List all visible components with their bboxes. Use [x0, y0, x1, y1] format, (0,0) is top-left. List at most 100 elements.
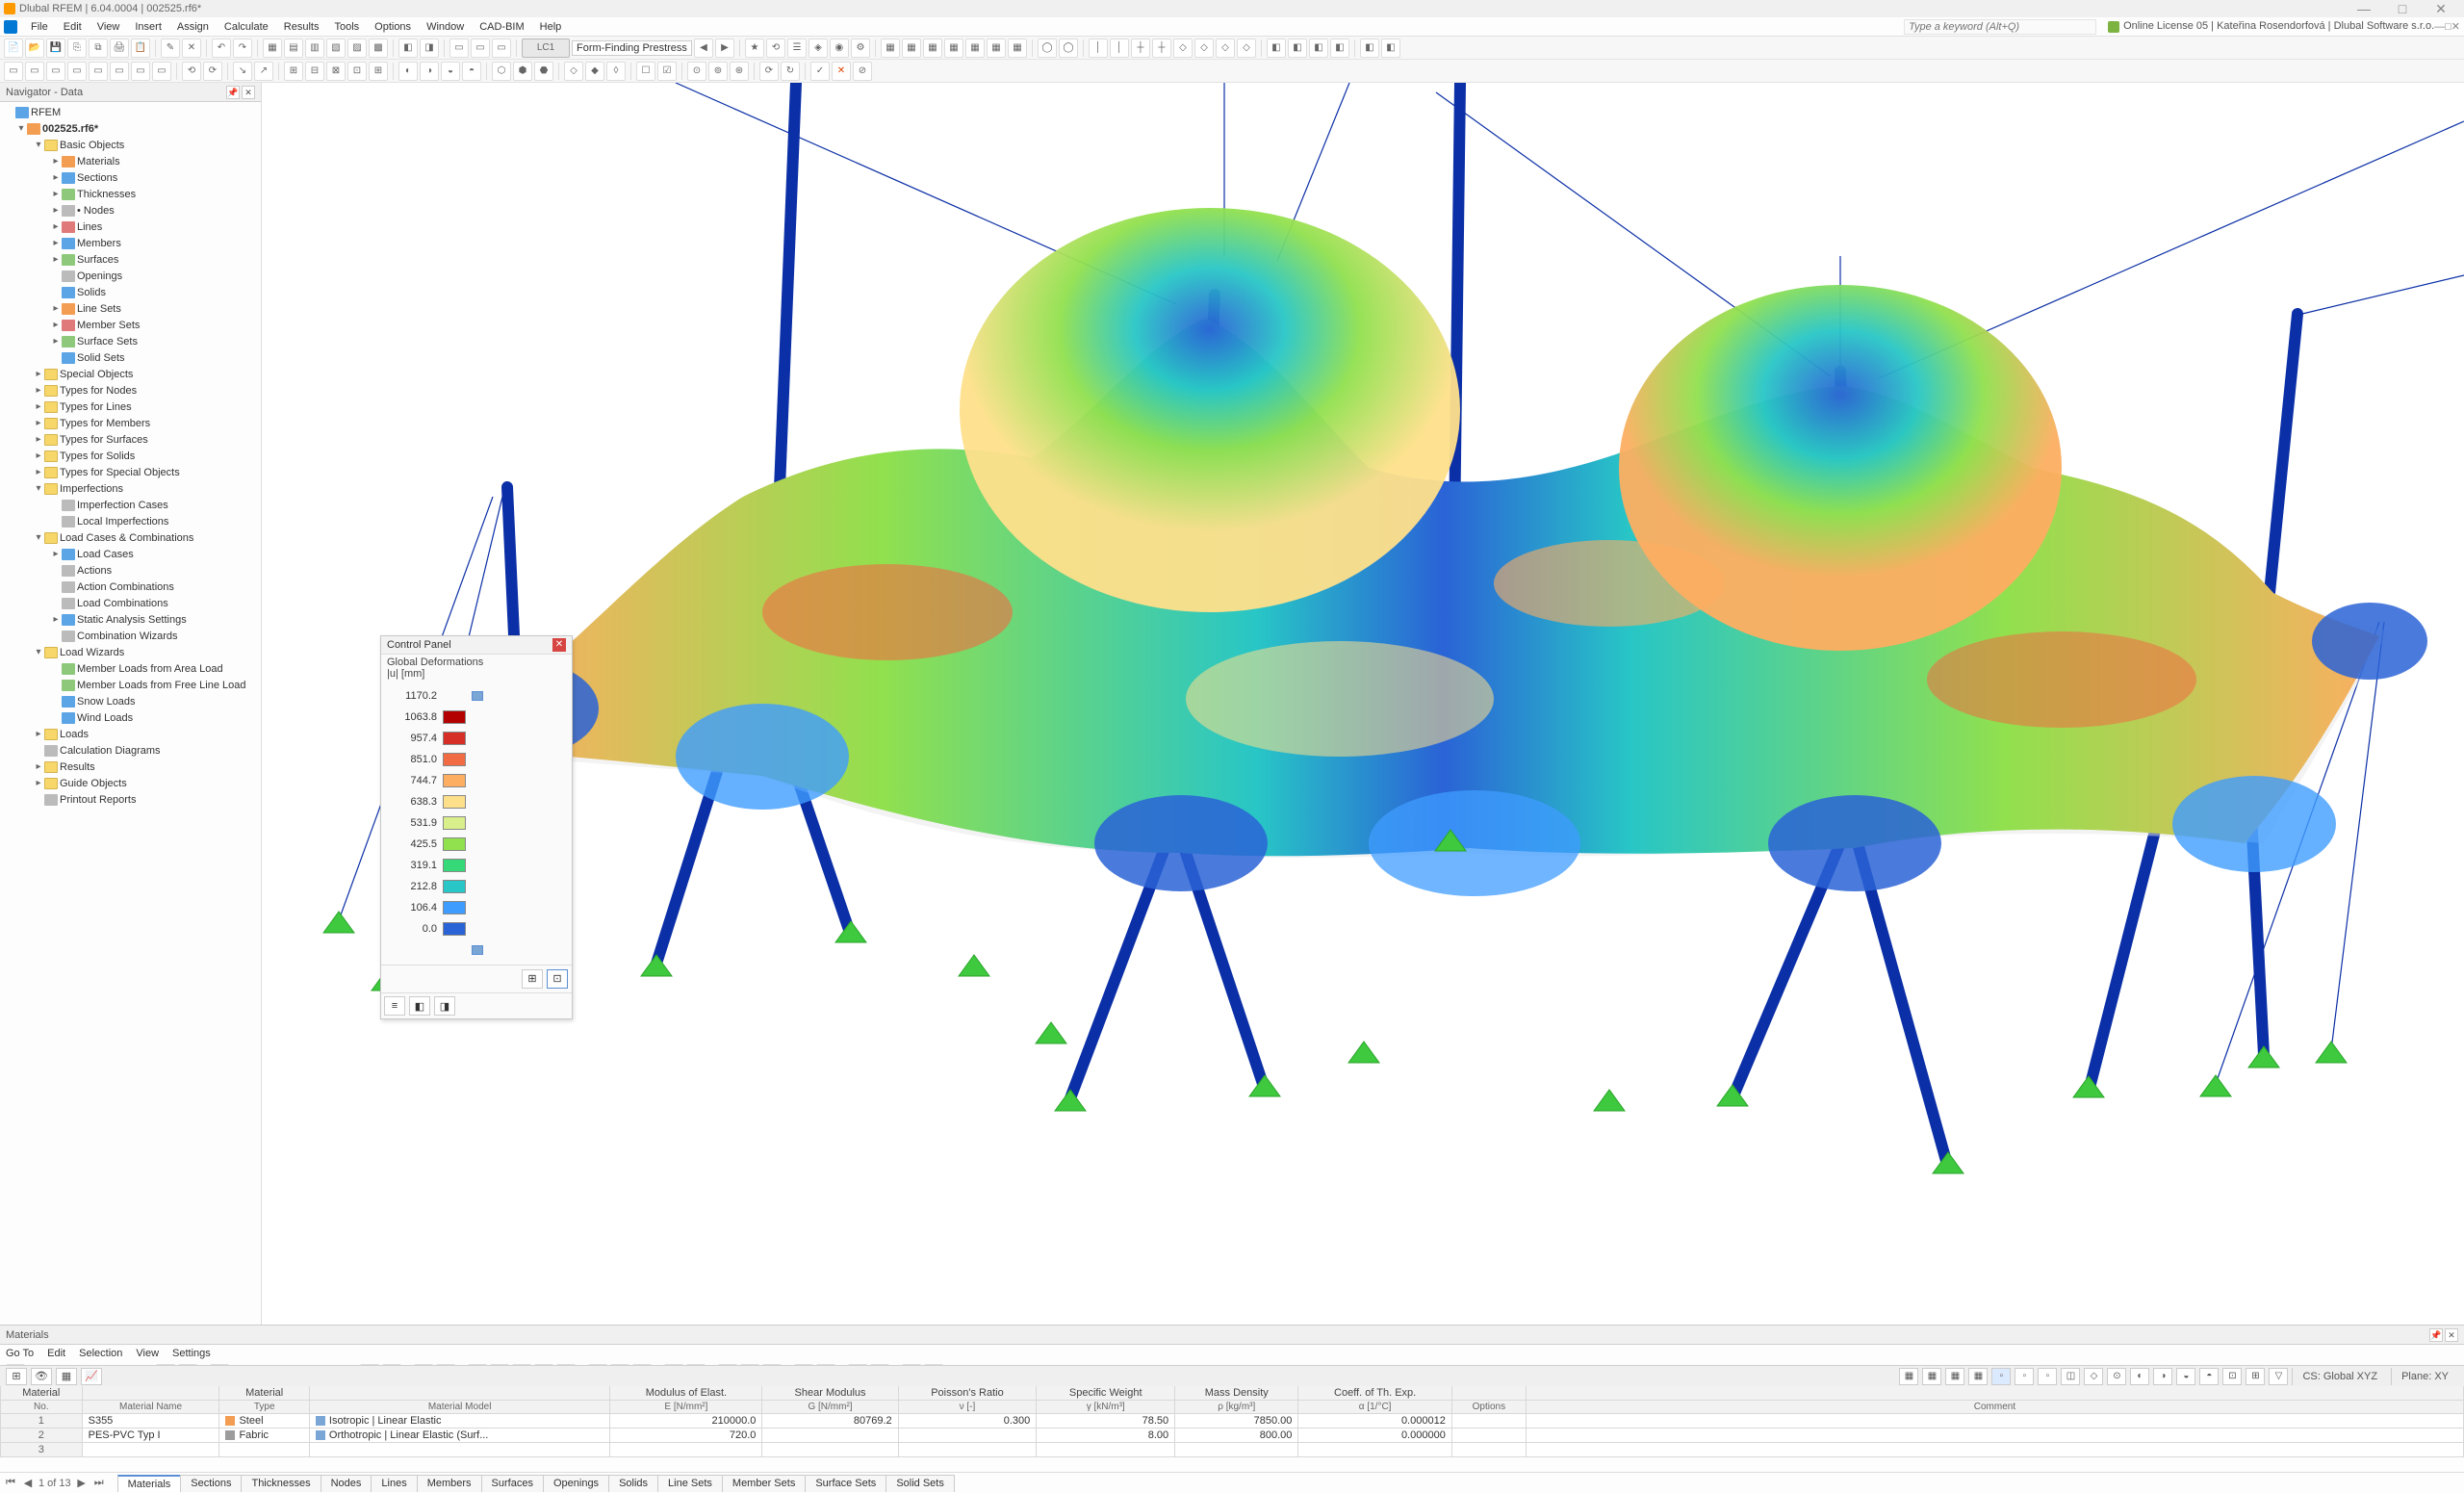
tb-r1[interactable]: ◧ — [398, 39, 418, 58]
t2-19[interactable]: ◑ — [420, 62, 439, 81]
table-row[interactable]: 1 S355 Steel Isotropic | Linear Elastic … — [1, 1414, 2464, 1429]
tree-item[interactable]: ▾Basic Objects — [0, 137, 261, 153]
tree-item[interactable]: Member Loads from Free Line Load — [0, 677, 261, 693]
t2-18[interactable]: ◐ — [398, 62, 418, 81]
t2-36[interactable]: ✕ — [832, 62, 851, 81]
tb-redo[interactable]: ↷ — [233, 39, 252, 58]
tb-open[interactable]: 📂 — [25, 39, 44, 58]
tree-item[interactable]: Calculation Diagrams — [0, 742, 261, 759]
tb-b5[interactable]: ▦ — [965, 39, 985, 58]
tb-d2[interactable]: ▭ — [471, 39, 490, 58]
tree-item[interactable]: Solid Sets — [0, 349, 261, 366]
minimize-button[interactable]: — — [2345, 1, 2383, 16]
tree-item[interactable]: Load Combinations — [0, 595, 261, 611]
tb-y3[interactable]: ◧ — [1309, 39, 1328, 58]
tree-item[interactable]: ▸Results — [0, 759, 261, 775]
t2-7[interactable]: ▭ — [131, 62, 150, 81]
bottom-pin-button[interactable]: 📌 — [2429, 1328, 2443, 1342]
sb-r8[interactable]: ◫ — [2061, 1368, 2080, 1385]
t2-13[interactable]: ⊞ — [284, 62, 303, 81]
tree-root[interactable]: RFEM — [0, 104, 261, 120]
sb-r11[interactable]: ◐ — [2130, 1368, 2149, 1385]
tree-item[interactable]: ▾Load Cases & Combinations — [0, 529, 261, 546]
tb-x8[interactable]: ◇ — [1237, 39, 1256, 58]
t2-16[interactable]: ⊡ — [347, 62, 367, 81]
t2-27[interactable]: ◊ — [606, 62, 626, 81]
t2-26[interactable]: ◆ — [585, 62, 604, 81]
sb-r12[interactable]: ◑ — [2153, 1368, 2172, 1385]
bottom-menu-edit[interactable]: Edit — [47, 1348, 65, 1359]
loadcase-name-dropdown[interactable]: Form-Finding Prestress — [572, 40, 692, 56]
tree-item[interactable]: ▸Lines — [0, 219, 261, 235]
t2-4[interactable]: ▭ — [67, 62, 87, 81]
t2-14[interactable]: ⊟ — [305, 62, 324, 81]
tb-new2[interactable]: ✎ — [161, 39, 180, 58]
tb-del[interactable]: ✕ — [182, 39, 201, 58]
tree-item[interactable]: Imperfection Cases — [0, 497, 261, 513]
t2-24[interactable]: ⬣ — [534, 62, 553, 81]
t2-15[interactable]: ⊠ — [326, 62, 346, 81]
t2-37[interactable]: ⊘ — [853, 62, 872, 81]
tb-x1[interactable]: │ — [1089, 39, 1108, 58]
tree-item[interactable]: ▸Thicknesses — [0, 186, 261, 202]
tb-v2[interactable]: ▤ — [284, 39, 303, 58]
tree-item[interactable]: ▸Surfaces — [0, 251, 261, 268]
tb-lc-prev[interactable]: ◀ — [694, 39, 713, 58]
cp-tab-3[interactable]: ◨ — [434, 996, 455, 1016]
tree-item[interactable]: ▸Loads — [0, 726, 261, 742]
tb-print[interactable]: 🖨 — [110, 39, 129, 58]
control-panel-close[interactable]: ✕ — [552, 638, 566, 652]
bottom-menu-go-to[interactable]: Go To — [6, 1348, 34, 1359]
tb-b4[interactable]: ▦ — [944, 39, 963, 58]
tb-y4[interactable]: ◧ — [1330, 39, 1349, 58]
tree-item[interactable]: ▸Types for Special Objects — [0, 464, 261, 480]
tree-item[interactable]: ▸Types for Members — [0, 415, 261, 431]
t2-32[interactable]: ⊛ — [730, 62, 749, 81]
menu-tools[interactable]: Tools — [326, 21, 367, 33]
tb-x5[interactable]: ◇ — [1173, 39, 1193, 58]
tab-members[interactable]: Members — [417, 1475, 482, 1492]
tb-b2[interactable]: ▦ — [902, 39, 921, 58]
tb-x2[interactable]: │ — [1110, 39, 1129, 58]
tb-v5[interactable]: ▨ — [347, 39, 367, 58]
t2-28[interactable]: ☐ — [636, 62, 655, 81]
inner-close-button[interactable]: ✕ — [2451, 20, 2460, 33]
t2-35[interactable]: ✓ — [810, 62, 830, 81]
search-input[interactable] — [1904, 19, 2096, 35]
bottom-menu-selection[interactable]: Selection — [79, 1348, 122, 1359]
sb-r5[interactable]: ▫ — [1991, 1368, 2011, 1385]
tb-c1[interactable]: ◯ — [1038, 39, 1057, 58]
tree-item[interactable]: Snow Loads — [0, 693, 261, 709]
t2-5[interactable]: ▭ — [89, 62, 108, 81]
t2-9[interactable]: ⟲ — [182, 62, 201, 81]
tb-v3[interactable]: ▥ — [305, 39, 324, 58]
bottom-menu-view[interactable]: View — [136, 1348, 159, 1359]
t2-6[interactable]: ▭ — [110, 62, 129, 81]
sb-r1[interactable]: ▦ — [1899, 1368, 1918, 1385]
tb-a1[interactable]: ★ — [745, 39, 764, 58]
tree-item[interactable]: ▸Guide Objects — [0, 775, 261, 791]
sb-r17[interactable]: ▽ — [2269, 1368, 2288, 1385]
tree-item[interactable]: ▾Load Wizards — [0, 644, 261, 660]
tb-undo[interactable]: ↶ — [212, 39, 231, 58]
nav-close-button[interactable]: ✕ — [242, 86, 255, 99]
inner-max-button[interactable]: □ — [2445, 21, 2451, 33]
inner-min-button[interactable]: — — [2434, 21, 2445, 33]
menu-help[interactable]: Help — [532, 21, 570, 33]
tb-d3[interactable]: ▭ — [492, 39, 511, 58]
table-row[interactable]: 2 PES-PVC Typ I Fabric Orthotropic | Lin… — [1, 1429, 2464, 1443]
tab-nodes[interactable]: Nodes — [321, 1475, 372, 1492]
bottom-close-button[interactable]: ✕ — [2445, 1328, 2458, 1342]
sb-r4[interactable]: ▦ — [1968, 1368, 1988, 1385]
sb-r9[interactable]: ◇ — [2084, 1368, 2103, 1385]
tb-a4[interactable]: ◈ — [808, 39, 828, 58]
tb-lc-next[interactable]: ▶ — [715, 39, 734, 58]
tb-c2[interactable]: ◯ — [1059, 39, 1078, 58]
cp-btn-1[interactable]: ⊞ — [522, 969, 543, 989]
model-viewport[interactable] — [262, 83, 2464, 1325]
tb-v4[interactable]: ▧ — [326, 39, 346, 58]
tree-item[interactable]: ▸• Nodes — [0, 202, 261, 219]
tb-b1[interactable]: ▦ — [881, 39, 900, 58]
sb-btn-3[interactable]: ▦ — [56, 1368, 77, 1385]
tab-surface-sets[interactable]: Surface Sets — [805, 1475, 886, 1492]
